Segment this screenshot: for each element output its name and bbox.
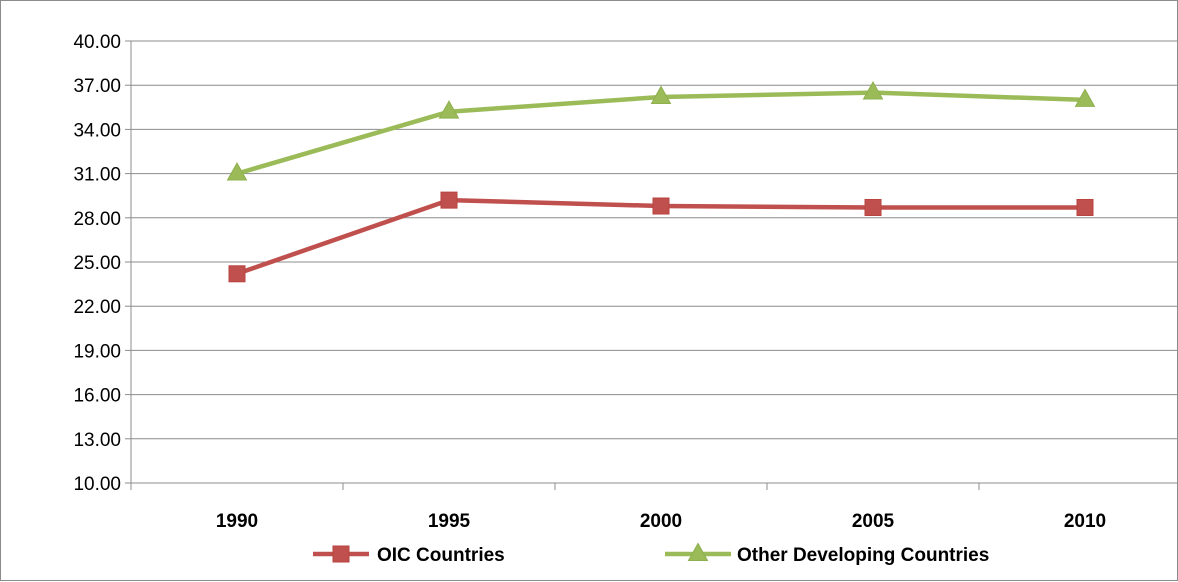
legend-marker [687,542,709,561]
legend-item: Other Developing Countries [665,542,989,566]
data-point [862,81,884,100]
y-tick-label: 16.00 [73,386,121,407]
y-tick-label: 10.00 [73,474,121,495]
series [226,81,1096,283]
y-tick-label: 40.00 [73,32,121,53]
data-point [1076,198,1094,216]
series-0 [228,191,1094,283]
axes [125,40,980,490]
data-point [438,100,460,119]
legend-marker [332,545,350,563]
y-tick-label: 13.00 [73,430,121,451]
y-tick-label: 19.00 [73,341,121,362]
x-tick-label: 1990 [216,511,258,532]
gridlines [131,40,1178,484]
x-tick-label: 1995 [428,511,471,532]
y-tick-label: 22.00 [73,297,121,318]
y-tick-label: 25.00 [73,253,121,274]
legend: OIC Countries Other Developing Countries [313,542,989,566]
series-1 [226,81,1096,181]
series-line [236,90,1086,176]
x-tick-label: 2000 [640,511,682,532]
data-point [652,197,670,215]
data-point [440,191,458,209]
y-tick-label: 28.00 [73,209,121,230]
y-axis-ticks: 10.00 13.00 16.00 19.00 22.00 25.00 28.00 31.00… [73,32,121,495]
x-tick-label: 2005 [852,511,895,532]
y-tick-label: 37.00 [73,76,121,97]
legend-item: OIC Countries [313,545,505,566]
data-point [1074,88,1096,107]
y-tick-label: 31.00 [73,165,121,186]
data-point [864,198,882,216]
y-tick-label: 34.00 [73,120,121,141]
legend-label: OIC Countries [377,545,505,566]
data-point [228,265,246,283]
data-point [226,162,248,181]
legend-label: Other Developing Countries [737,545,989,566]
data-point [650,85,672,104]
x-axis-ticks: 1990 1995 2000 2005 2010 [216,511,1106,532]
x-tick-label: 2010 [1064,511,1106,532]
